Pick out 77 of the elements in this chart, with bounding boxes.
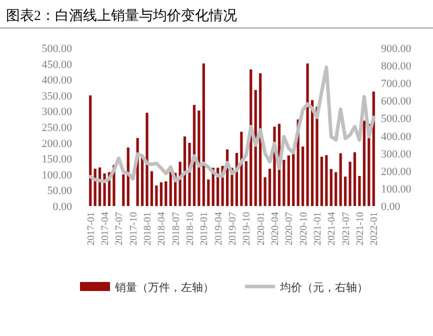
bar — [325, 155, 328, 206]
bar — [282, 160, 286, 206]
bar — [306, 63, 309, 206]
x-tick-label: 2020-10 — [298, 212, 310, 246]
y2-tick-label: 600.00 — [381, 96, 412, 108]
x-tick-label: 2019-01 — [199, 212, 210, 246]
x-tick-label: 2017-07 — [114, 212, 126, 246]
bar — [207, 179, 210, 206]
y2-tick-label: 300.00 — [381, 148, 412, 160]
bar — [358, 176, 361, 206]
y-tick-label: 0.00 — [52, 201, 72, 213]
chart-title: 图表2：白酒线上销量与均价变化情况 — [6, 8, 237, 24]
y-tick-label: 500.00 — [42, 43, 72, 55]
y-tick-label: 50.00 — [47, 185, 72, 198]
bar — [362, 120, 366, 206]
x-tick-label: 2020-01 — [256, 212, 267, 246]
x-tick-label: 2019-07 — [228, 212, 238, 246]
bar — [344, 176, 347, 206]
x-tick-label: 2020-04 — [270, 212, 281, 246]
x-tick-label: 2019-10 — [242, 212, 253, 246]
y2-tick-label: 500.00 — [381, 113, 412, 126]
y-tick-label: 400.00 — [42, 74, 72, 87]
bar — [320, 156, 324, 206]
bar — [264, 177, 266, 206]
x-tick-label: 2021-01 — [312, 212, 324, 246]
bar — [334, 172, 338, 206]
x-tick-label: 2021-07 — [340, 212, 352, 246]
x-tick-label: 2017-04 — [100, 212, 112, 246]
bar — [268, 168, 272, 206]
legend-label: 均价（元，右轴） — [279, 281, 368, 294]
bar — [164, 181, 168, 206]
x-tick-label: 2018-04 — [156, 212, 168, 246]
bar — [339, 153, 342, 206]
y-tick-label: 200.00 — [42, 138, 72, 150]
x-tick-label: 2020-07 — [284, 212, 296, 246]
y-tick-label: 350.00 — [42, 90, 72, 102]
y-tick-label: 250.00 — [42, 122, 72, 134]
bar — [287, 155, 290, 206]
bar — [198, 110, 200, 206]
x-tick-label: 2018-10 — [185, 212, 196, 246]
bar — [244, 161, 248, 206]
y2-tick-label: 100.00 — [381, 183, 412, 196]
bar — [292, 152, 295, 206]
bar — [160, 182, 162, 206]
y-tick-label: 300.00 — [42, 106, 72, 118]
y-tick-label: 150.00 — [42, 154, 72, 166]
bar — [310, 100, 314, 206]
x-tick-label: 2021-10 — [354, 212, 366, 246]
legend-label: 销量（万件，左轴） — [114, 281, 214, 294]
y2-tick-label: 800.00 — [381, 60, 412, 73]
x-tick-label: 2018-07 — [170, 212, 182, 246]
line-series — [88, 66, 376, 184]
x-tick-label: 2018-01 — [142, 212, 154, 246]
y2-tick-label: 400.00 — [381, 130, 412, 143]
x-tick-label: 2017-01 — [86, 212, 97, 246]
x-tick-label: 2022-01 — [369, 212, 380, 246]
x-tick-label: 2021-04 — [326, 212, 338, 246]
bar — [330, 169, 332, 206]
bar — [183, 136, 186, 206]
y2-tick-label: 900.00 — [381, 43, 412, 55]
bar — [122, 174, 125, 206]
y-tick-label: 100.00 — [42, 169, 72, 182]
y2-tick-label: 0.00 — [381, 201, 401, 213]
bar — [150, 171, 154, 206]
y-tick-label: 450.00 — [42, 58, 72, 71]
bar — [89, 95, 92, 206]
bar — [202, 63, 205, 206]
bar — [146, 112, 148, 206]
y2-tick-label: 200.00 — [381, 166, 412, 178]
bar — [353, 152, 356, 206]
x-tick-label: 2017-10 — [128, 212, 140, 246]
bar — [302, 146, 304, 206]
x-tick-label: 2019-04 — [213, 212, 224, 246]
bar — [155, 185, 158, 206]
y2-tick-label: 700.00 — [381, 78, 412, 90]
bar — [348, 162, 352, 206]
bar — [169, 172, 172, 206]
